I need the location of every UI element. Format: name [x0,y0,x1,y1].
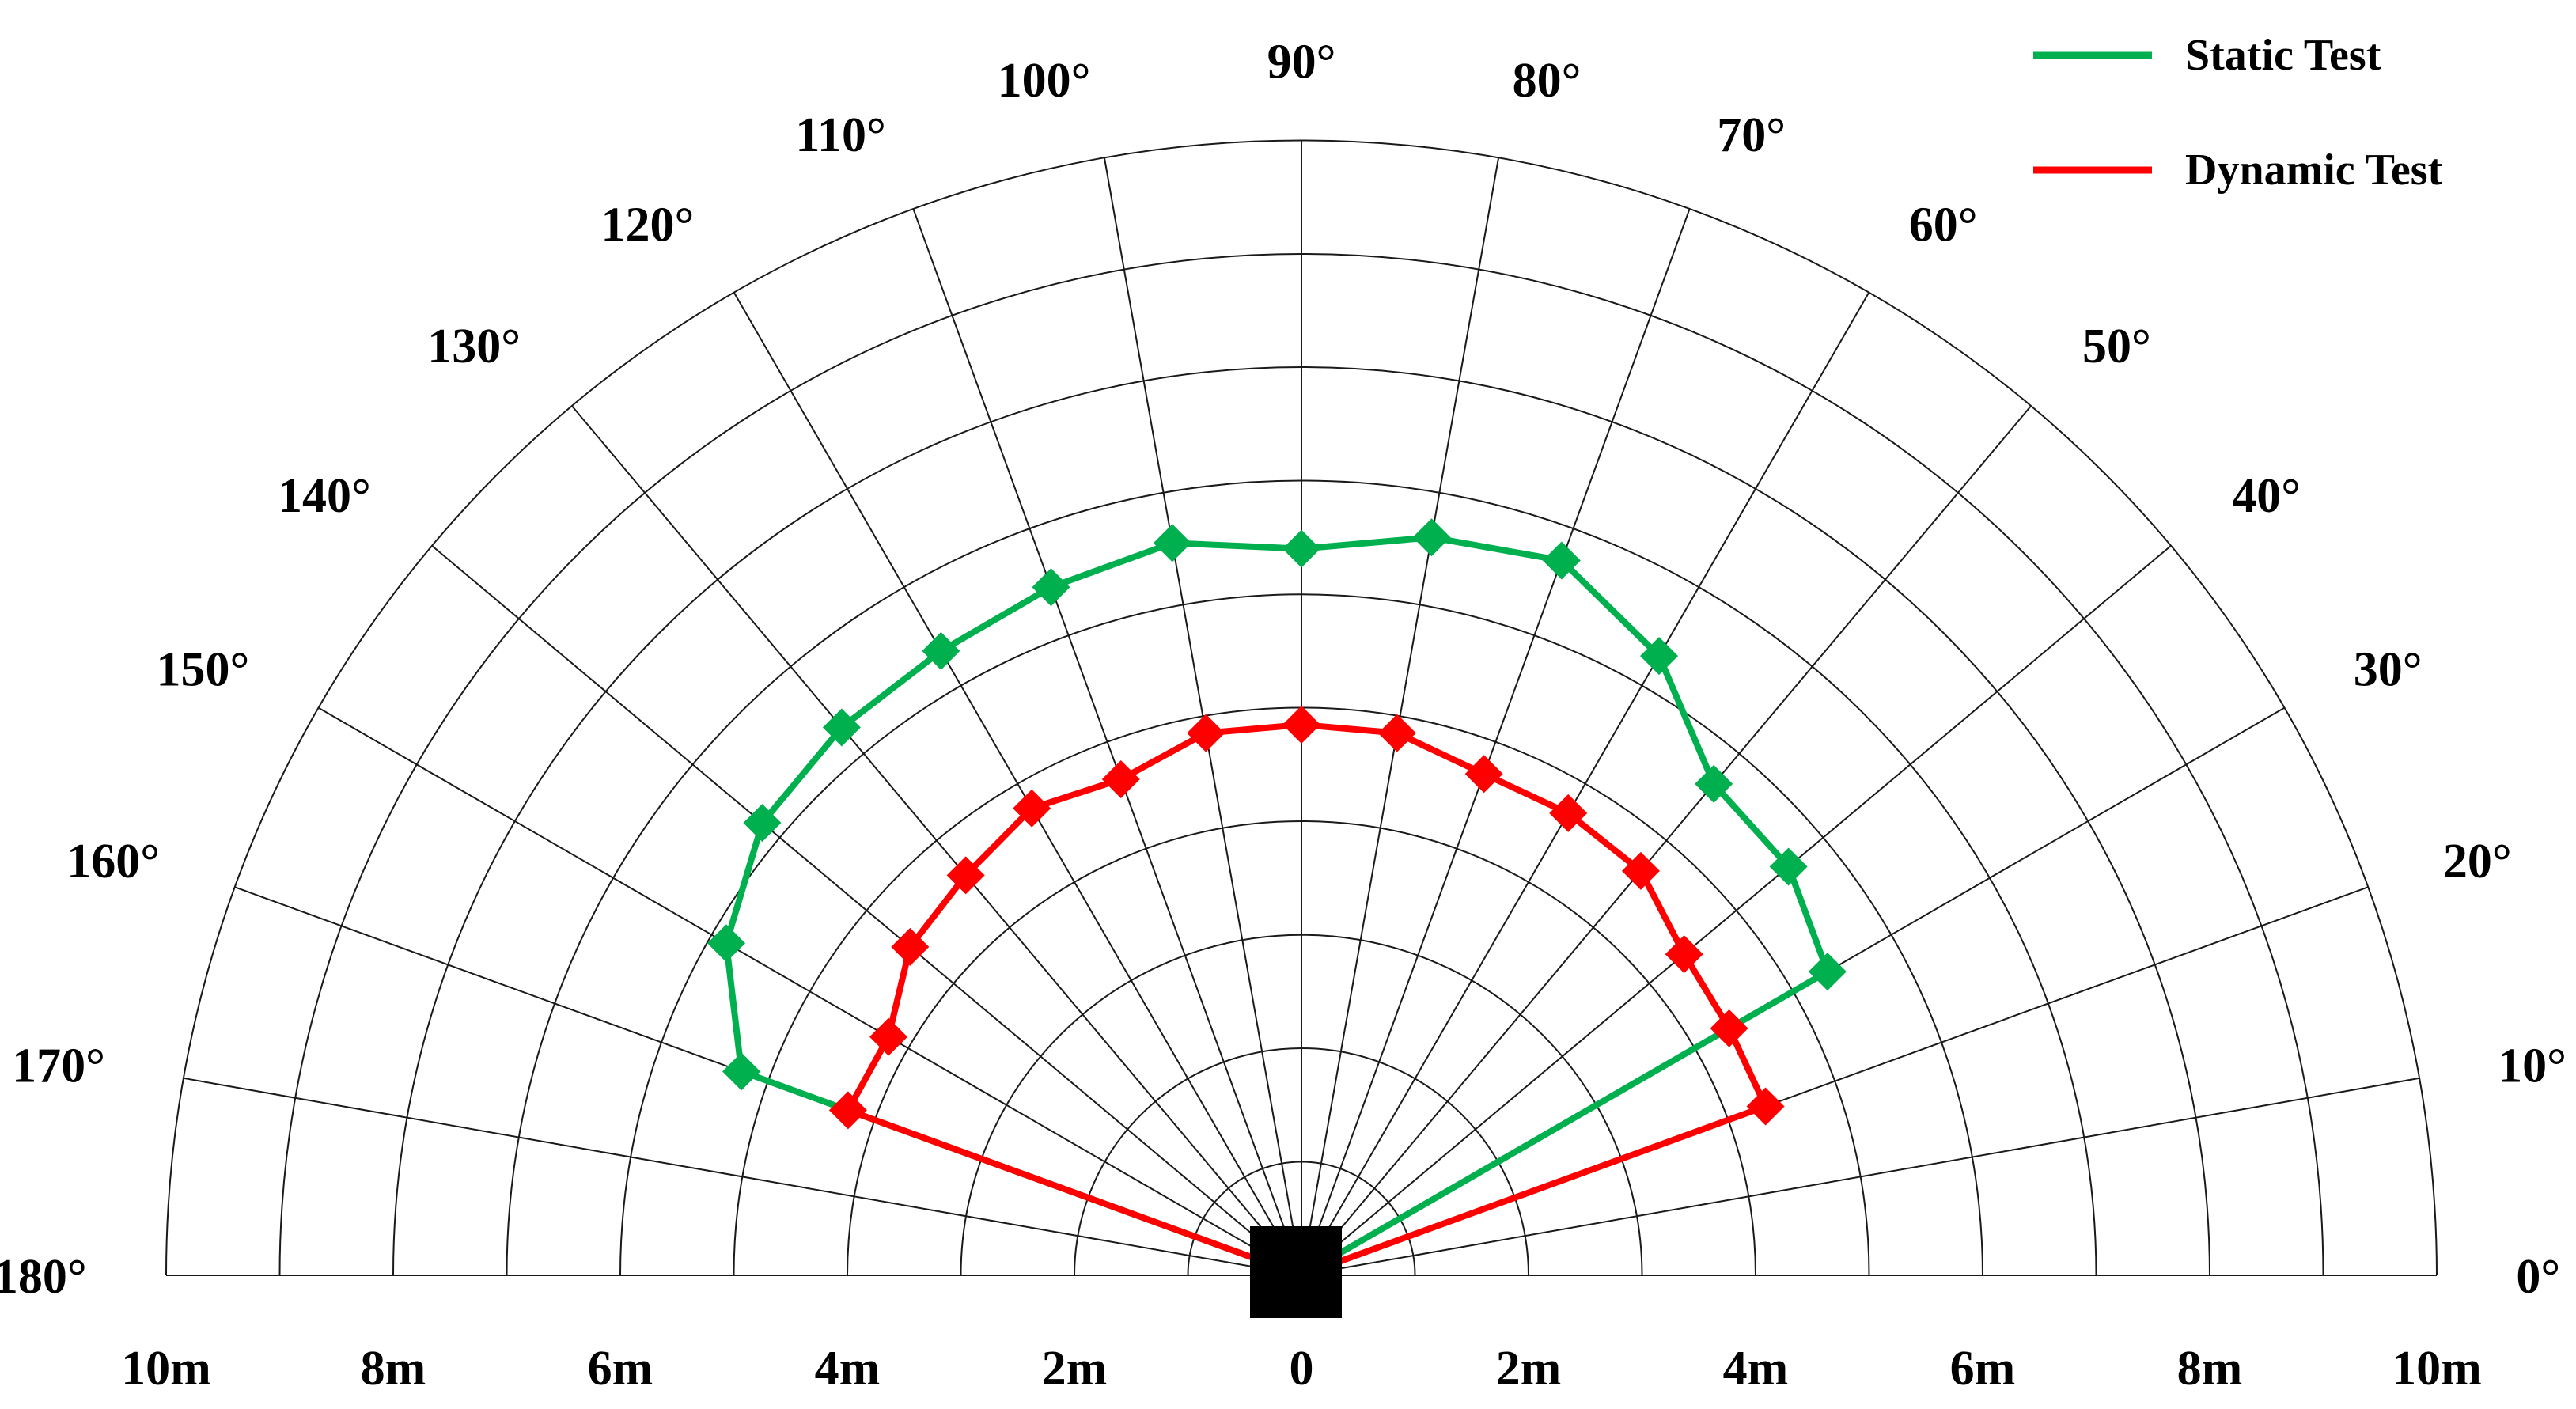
data-point [828,1091,867,1130]
angle-tick-label: 50° [2082,320,2151,373]
angle-tick-label: 100° [998,54,1091,108]
angle-tick-label: 130° [427,320,521,373]
angle-tick-label: 0° [2516,1250,2560,1304]
series-line [723,534,1831,1278]
distance-tick-label: 2m [1042,1342,1108,1396]
angle-tick-label: 70° [1717,108,1786,162]
axis-labels: 0° 10° 20° 30° 40° 50° 60° 70° 80° 90° 100° 110° 120… [0,36,2567,1396]
series-line [844,722,1769,1278]
distance-tick-label: 10m [121,1342,211,1396]
data-point [891,927,930,966]
angle-tick-label: 140° [278,469,371,523]
series-1 [828,706,1785,1278]
distance-tick-label: 4m [1723,1342,1789,1396]
data-point [743,804,782,843]
distance-tick-label: 10m [2392,1342,2482,1396]
data-point [1808,953,1847,991]
angle-spoke [1103,157,1302,1276]
data-point [922,631,960,670]
data-point [1282,529,1320,568]
angle-spoke [1301,208,1691,1276]
angle-tick-label: 120° [601,198,695,252]
data-point [1621,851,1660,890]
angle-tick-label: 20° [2443,835,2512,888]
data-point [1640,637,1679,676]
data-point [1412,518,1451,557]
angle-spoke [733,291,1302,1276]
legend: Static Test Dynamic Test [2033,31,2442,195]
distance-tick-label: 2m [1496,1342,1562,1396]
distance-tick-label: 4m [815,1342,881,1396]
data-point [1746,1087,1785,1126]
distance-tick-label: 6m [588,1342,653,1396]
angle-tick-label: 110° [795,108,885,162]
data-point [1013,789,1051,828]
distance-tick-label: 6m [1950,1342,2016,1396]
angle-tick-label: 160° [66,835,160,888]
data-point [1769,847,1808,886]
angle-tick-label: 80° [1513,54,1582,108]
data-point [1542,541,1581,580]
angle-tick-label: 10° [2498,1039,2567,1093]
angle-spoke [1301,544,2172,1276]
data-point [1377,714,1416,752]
data-point [1101,759,1140,798]
angle-spoke [1301,157,1500,1276]
angle-tick-label: 60° [1909,198,1978,252]
angle-spoke [317,706,1302,1276]
angle-spoke [183,1077,1302,1276]
data-point [1153,524,1191,562]
angle-tick-label: 170° [12,1039,105,1093]
data-point [707,924,745,963]
distance-tick-label: 8m [361,1342,426,1396]
data-point [1549,794,1588,832]
legend-item: Dynamic Test [2033,146,2442,195]
distance-tick-label: 0 [1290,1342,1314,1396]
data-point [822,708,861,747]
data-point [1665,935,1703,974]
angle-tick-label: 180° [0,1250,87,1304]
distance-tick-label: 8m [2177,1342,2243,1396]
data-point [1710,1009,1748,1047]
legend-item: Static Test [2033,31,2381,80]
angle-spoke [1301,1077,2420,1276]
angle-tick-label: 30° [2354,642,2423,696]
data-point [722,1052,761,1091]
angle-spoke [912,208,1302,1276]
polar-grid [165,139,2438,1276]
series-0 [707,518,1847,1278]
data-point [1187,714,1225,752]
sensor-origin-block [1250,1226,1342,1318]
angle-spoke [431,544,1302,1276]
data-point [869,1017,908,1056]
angle-tick-label: 150° [157,642,250,696]
angle-tick-label: 90° [1267,36,1336,89]
series-layer [707,518,1847,1278]
data-point [1695,764,1733,803]
data-point [1464,755,1503,794]
data-point [1032,568,1070,607]
data-point [946,856,985,895]
angle-spoke [1301,405,2032,1276]
angle-spoke [570,405,1302,1276]
angle-spoke [1301,291,1870,1276]
legend-label: Static Test [2185,31,2381,80]
angle-tick-label: 40° [2232,469,2301,523]
data-point [1282,706,1320,744]
legend-label: Dynamic Test [2185,146,2442,195]
